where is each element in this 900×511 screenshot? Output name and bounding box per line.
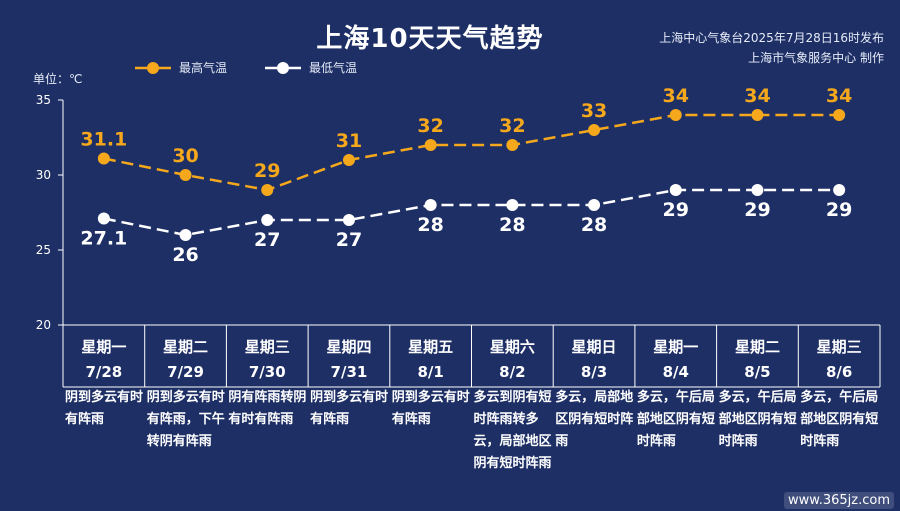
high-temp-line <box>103 113 840 192</box>
weather-description: 阴到多云有时有阵雨 <box>310 390 389 427</box>
unit-label: 单位：℃ <box>33 72 83 86</box>
low-temp-label: 29 <box>663 199 689 221</box>
legend-low-marker <box>265 62 301 74</box>
day-date: 7/29 <box>167 363 204 381</box>
day-weekday: 星期五 <box>408 338 453 356</box>
weather-description: 多云到阴有短时阵雨转多云，局部地区阴有短时阵雨 <box>473 390 552 471</box>
legend-low-label: 最低气温 <box>309 61 358 75</box>
day-weekday: 星期三 <box>245 338 290 356</box>
high-temp-label: 34 <box>744 85 770 107</box>
day-weekday: 星期日 <box>572 338 617 356</box>
day-date: 8/3 <box>581 363 607 381</box>
high-temp-label: 34 <box>826 85 852 107</box>
publish-time: 上海中心气象台2025年7月28日16时发布 <box>659 31 884 45</box>
high-temp-point <box>506 139 519 151</box>
low-temp-label: 29 <box>826 199 852 221</box>
low-temp-label: 29 <box>744 199 770 221</box>
y-tick-label: 30 <box>36 168 51 182</box>
low-temp-label: 27.1 <box>80 228 127 250</box>
day-date: 8/4 <box>663 363 689 381</box>
low-temp-label: 28 <box>417 214 443 236</box>
low-temp-label: 27 <box>254 229 280 251</box>
high-temp-label: 31 <box>336 130 362 152</box>
weather-description: 阴到多云有时有阵雨 <box>391 390 470 427</box>
low-temp-point <box>751 184 764 196</box>
high-temp-label: 32 <box>499 115 525 137</box>
high-temp-label: 33 <box>581 100 607 122</box>
day-date: 8/1 <box>417 363 443 381</box>
day-date: 8/6 <box>826 363 852 381</box>
high-temp-point <box>261 184 274 196</box>
day-date: 7/30 <box>249 363 286 381</box>
legend-high-marker <box>135 62 171 74</box>
high-temp-point <box>588 124 601 136</box>
day-weekday: 星期六 <box>490 338 535 356</box>
weather-description: 多云，局部地区阴有短时阵雨 <box>555 390 634 449</box>
low-temp-point <box>669 184 682 196</box>
low-temp-point <box>588 199 601 211</box>
day-date: 7/28 <box>85 363 122 381</box>
low-temp-label: 27 <box>336 229 362 251</box>
high-temp-point <box>342 154 355 166</box>
high-temp-point <box>669 109 682 121</box>
day-date: 7/31 <box>331 363 368 381</box>
low-temp-point <box>179 229 192 241</box>
high-temp-point <box>97 152 110 165</box>
low-temp-point <box>261 214 274 226</box>
low-temp-point <box>424 199 437 211</box>
day-weekday: 星期四 <box>326 338 371 356</box>
low-temp-point <box>342 214 355 226</box>
watermark: www.365jz.com <box>784 492 894 509</box>
weather-description: 阴到多云有时有阵雨，下午转阴有阵雨 <box>146 390 225 449</box>
day-date: 8/2 <box>499 363 525 381</box>
low-temp-label: 26 <box>172 244 198 266</box>
low-temp-point <box>97 212 110 225</box>
high-temp-label: 30 <box>172 145 198 167</box>
high-temp-point <box>424 139 437 151</box>
chart-title: 上海10天天气趋势 <box>316 24 544 54</box>
weather-description: 多云，午后局部地区阴有短时阵雨 <box>718 390 797 449</box>
high-temp-point <box>833 109 846 121</box>
high-temp-point <box>179 169 192 181</box>
producer: 上海市气象服务中心 制作 <box>748 51 884 65</box>
high-temp-point <box>751 109 764 121</box>
high-temp-label: 29 <box>254 160 280 182</box>
low-temp-point <box>833 184 846 196</box>
legend-high-label: 最高气温 <box>179 61 228 75</box>
y-tick-label: 20 <box>36 318 51 332</box>
day-weekday: 星期三 <box>817 338 862 356</box>
high-temp-label: 32 <box>417 115 443 137</box>
weather-description: 阴到多云有时有阵雨 <box>65 390 144 427</box>
day-weekday: 星期一 <box>653 338 698 356</box>
low-temp-point <box>506 199 519 211</box>
day-weekday: 星期二 <box>735 338 780 356</box>
high-temp-label: 31.1 <box>80 129 127 151</box>
weather-description: 阴有阵雨转阴有时有阵雨 <box>228 390 307 427</box>
day-weekday: 星期一 <box>81 338 126 356</box>
weather-description: 多云，午后局部地区阴有短时阵雨 <box>636 390 715 449</box>
low-temp-line <box>103 188 840 237</box>
y-tick-label: 35 <box>36 93 51 107</box>
high-temp-label: 34 <box>663 85 689 107</box>
low-temp-label: 28 <box>499 214 525 236</box>
y-tick-label: 25 <box>36 243 51 257</box>
day-weekday: 星期二 <box>163 338 208 356</box>
weather-description: 多云，午后局部地区阴有短时阵雨 <box>800 390 879 449</box>
day-date: 8/5 <box>744 363 770 381</box>
low-temp-label: 28 <box>581 214 607 236</box>
publisher-info: 上海中心气象台2025年7月28日16时发布 上海市气象服务中心 制作 <box>659 28 884 68</box>
